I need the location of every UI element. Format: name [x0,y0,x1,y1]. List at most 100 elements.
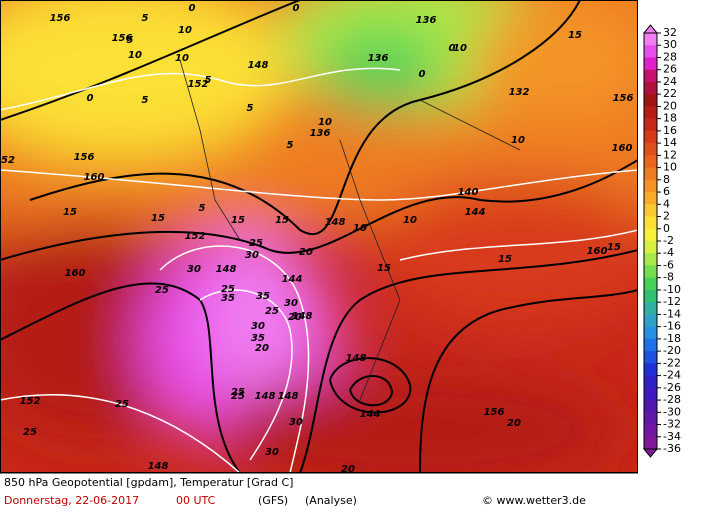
legend-tick-label: 22 [663,87,677,100]
contour-label: 148 [248,60,269,71]
contour-label: 35 [256,291,270,302]
footer-time: 00 UTC [176,494,216,507]
legend-swatch [644,167,657,181]
contour-label: 15 [151,213,165,224]
contour-label: 144 [282,274,303,285]
contour-label: 5 [247,103,254,114]
legend-swatch [644,69,657,83]
contour-label: 152 [20,396,41,407]
contour-label: 10 [178,25,192,36]
legend-swatch [644,130,657,144]
contour-label: 15 [231,215,245,226]
contour-label: 148 [255,391,276,402]
legend-swatch [644,351,657,364]
legend-swatch [644,253,657,266]
contour-label: 136 [416,15,437,26]
contour-label: 152 [188,79,209,90]
contour-label: 5 [287,140,294,151]
legend-swatch [644,375,657,389]
contour-label: 52 [1,155,15,166]
legend-swatch [644,118,657,132]
legend-tick-label: -32 [663,418,681,431]
contour-label: 10 [318,117,332,128]
contour-label: 0 [293,3,300,14]
legend-tick-label: 10 [663,161,677,174]
legend-tick-label: -6 [663,258,674,271]
contour-label: 15 [275,215,289,226]
legend-tick-label: -24 [663,369,681,382]
legend-swatch [644,241,657,254]
legend-swatch [644,326,657,340]
legend-tick-label: 2 [663,210,670,223]
legend-tick-label: 28 [663,50,677,63]
legend-tick-label: -14 [663,307,681,320]
legend-swatch [644,57,657,71]
legend-tick-label: 8 [663,173,670,186]
legend-swatch [644,265,657,279]
temperature-contours [0,67,638,473]
contour-label: 156 [613,93,634,104]
contour-label: 5 [142,13,149,24]
contour-label: 144 [360,409,381,420]
contour-label: 156 [484,407,505,418]
legend-swatch [644,302,657,315]
legend-swatch [644,363,657,377]
contour-label: 148 [148,461,169,472]
footer-credit: © www.wetter3.de [482,494,586,507]
color-legend: 32302826242220181614121086420-2-4-6-8-10… [642,24,681,458]
legend-swatch [644,228,657,242]
contour-label: 5 [205,75,212,86]
legend-tick-label: -2 [663,234,674,247]
legend-tick-label: -10 [663,283,681,296]
legend-tick-label: -30 [663,405,681,418]
contour-label: 10 [511,135,525,146]
legend-swatch [644,436,657,450]
map-labels: 1561565051010051481525100136136010013651… [1,3,634,473]
legend-tick-label: -20 [663,344,681,357]
legend-tick-label: 32 [663,26,677,39]
legend-swatch [644,192,657,205]
contour-label: 25 [231,391,245,402]
contour-label: 35 [221,293,235,304]
contour-label: 35 [251,333,265,344]
legend-tick-label: 6 [663,185,670,198]
contour-label: 5 [127,35,134,46]
legend-tick-label: 18 [663,112,677,125]
contour-label: 30 [245,250,259,261]
legend-swatch [644,94,657,107]
legend-swatch [644,412,657,426]
legend-swatch [644,338,657,352]
footer-title: 850 hPa Geopotential [gpdam], Temperatur… [4,476,293,489]
legend-tick-label: -4 [663,246,674,259]
contour-label: 160 [587,246,608,257]
contour-label: 15 [377,263,391,274]
contour-label: 20 [288,312,302,323]
legend-swatch [644,45,657,58]
legend-swatch [644,424,657,438]
legend-swatch [644,155,657,169]
legend-swatch [644,81,657,95]
contour-label: 25 [221,284,235,295]
legend-tick-label: 16 [663,124,677,137]
legend-tick-label: 20 [663,99,677,112]
footer-date: Donnerstag, 22-06-2017 [4,494,139,507]
contour-label: 25 [23,427,37,438]
legend-tick-label: 26 [663,63,677,76]
contour-label: 15 [63,207,77,218]
contour-label: 148 [278,391,299,402]
contour-label: 10 [403,215,417,226]
legend-tick-label: -18 [663,332,681,345]
legend-tick-label: -26 [663,381,681,394]
contour-label: 25 [231,387,245,398]
contour-label: 160 [65,268,86,279]
legend-tick-label: -12 [663,295,681,308]
temperature-field [0,0,638,473]
contour-label: 144 [465,207,486,218]
contour-label: 15 [568,30,582,41]
legend-tick-label: 24 [663,75,677,88]
legend-swatch [644,314,657,328]
legend-cap-bottom [642,448,659,458]
legend-swatch [644,204,657,218]
contour-label: 30 [187,264,201,275]
